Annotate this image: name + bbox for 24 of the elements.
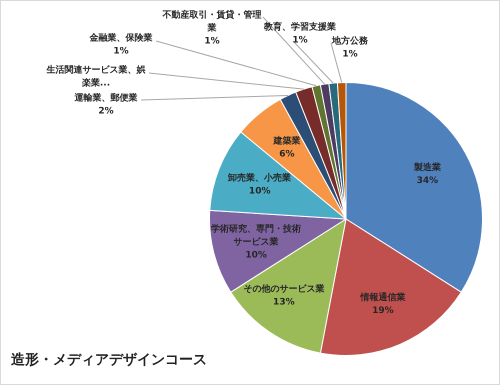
- slice-label: 建築業: [272, 135, 300, 146]
- slice-label: 教育、学習支援業: [263, 20, 336, 32]
- data-label: 1%: [204, 36, 220, 46]
- data-label: 10%: [245, 250, 267, 260]
- data-label: 1%: [292, 35, 308, 46]
- data-label: 1%: [342, 49, 358, 60]
- data-label: 34%: [416, 176, 438, 186]
- slice-label: 情報通信業: [359, 292, 406, 304]
- text: 造形・メディアデザインコース: [11, 351, 207, 369]
- data-label: 13%: [273, 298, 295, 308]
- slice-label: その他のサービス業: [243, 284, 324, 295]
- data-label: 10%: [248, 186, 270, 197]
- slice-label: 運輸業、郵便業: [74, 92, 138, 104]
- data-label: 6%: [279, 149, 294, 160]
- slice-label: 生活関連サービス業、娯楽業...: [46, 64, 146, 88]
- slice-label: 金融業、保険業: [88, 32, 152, 44]
- slice-label: 製造業: [412, 162, 441, 174]
- slice-label: 卸売業、小売業: [227, 172, 292, 184]
- data-label: 2%: [98, 106, 114, 116]
- data-label: 1%: [113, 46, 129, 56]
- slice-label: 学術研究、専門・技術サービス業: [211, 223, 302, 248]
- slice-label: 地方公務: [331, 35, 369, 46]
- slice-label: 不動産取引・賃貸・管理業: [162, 9, 262, 34]
- data-label: 19%: [372, 306, 394, 316]
